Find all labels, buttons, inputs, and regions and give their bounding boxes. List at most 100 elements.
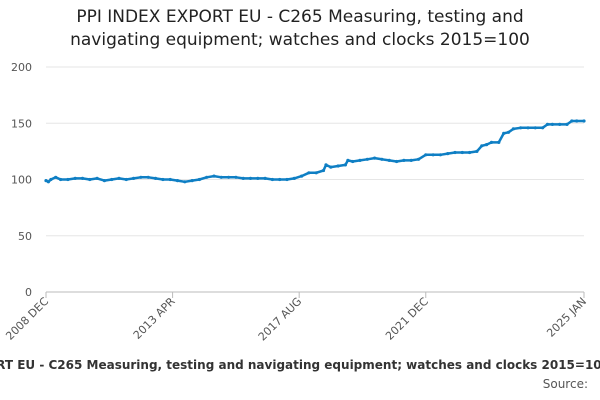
data-point <box>541 126 545 130</box>
data-point <box>565 122 569 126</box>
data-point <box>460 150 464 155</box>
data-point <box>153 176 158 180</box>
data-point <box>285 177 289 182</box>
y-tick-label: 0 <box>25 286 32 299</box>
data-point <box>197 177 201 182</box>
data-point <box>256 176 260 180</box>
data-point <box>117 176 121 180</box>
data-point <box>263 176 267 180</box>
data-point <box>424 153 428 157</box>
data-point <box>46 180 51 184</box>
data-point <box>402 158 406 162</box>
data-point <box>300 174 304 178</box>
data-point <box>502 131 506 135</box>
data-point <box>324 163 328 167</box>
data-point <box>329 165 333 169</box>
data-point <box>110 177 114 182</box>
data-point <box>212 174 216 178</box>
data-point <box>343 163 347 167</box>
legend-entry: PPI INDEX EXPORT EU - C265 Measuring, te… <box>0 358 600 372</box>
data-point <box>139 175 143 179</box>
series-line <box>44 119 586 184</box>
data-point <box>132 176 136 180</box>
data-point <box>292 176 296 180</box>
data-point <box>485 143 489 147</box>
data-point <box>475 149 479 153</box>
data-point <box>480 144 484 148</box>
data-point <box>387 158 391 162</box>
source-label: Source: <box>542 377 588 391</box>
data-point <box>278 177 282 182</box>
data-point <box>526 126 530 130</box>
data-point <box>183 180 187 184</box>
x-tick-label: 2008 DEC <box>3 295 51 343</box>
x-tick-label: 2017 AUG <box>256 295 305 344</box>
data-point <box>190 179 194 183</box>
data-point <box>446 152 450 156</box>
data-point <box>80 176 85 180</box>
y-tick-label: 100 <box>11 174 32 187</box>
data-point <box>270 177 274 182</box>
data-point <box>205 175 209 179</box>
data-point <box>95 176 99 180</box>
data-point <box>373 156 377 160</box>
data-point <box>161 177 165 182</box>
data-point <box>248 176 253 180</box>
x-tick-label: 2013 APR <box>131 295 178 342</box>
data-point <box>321 168 326 173</box>
data-point <box>489 140 494 144</box>
data-point <box>314 171 318 175</box>
chart-title-line-2: navigating equipment; watches and clocks… <box>70 30 530 50</box>
data-point <box>73 176 77 180</box>
data-point <box>175 179 180 183</box>
data-point <box>395 159 399 164</box>
data-point <box>168 177 172 182</box>
data-point <box>227 175 231 179</box>
data-point <box>468 150 472 155</box>
data-point <box>102 179 106 183</box>
data-point <box>54 175 58 179</box>
data-point <box>59 177 63 182</box>
data-point <box>380 157 384 161</box>
data-point <box>336 164 340 168</box>
data-point <box>358 158 362 162</box>
data-point <box>351 159 355 164</box>
data-point <box>570 119 574 123</box>
data-point <box>66 177 70 182</box>
data-point <box>497 140 501 144</box>
data-point <box>409 158 413 162</box>
data-point <box>506 130 511 134</box>
chart-title-line-1: PPI INDEX EXPORT EU - C265 Measuring, te… <box>76 7 524 27</box>
data-point <box>533 126 537 130</box>
data-point <box>582 119 586 123</box>
y-tick-label: 200 <box>11 61 32 74</box>
y-tick-label: 150 <box>11 117 32 130</box>
data-point <box>431 153 435 157</box>
data-point <box>438 153 442 157</box>
data-point <box>44 179 48 183</box>
data-point <box>550 122 555 126</box>
legend: PPI INDEX EXPORT EU - C265 Measuring, te… <box>0 358 600 376</box>
data-point <box>558 122 562 126</box>
x-tick-label: 2021 DEC <box>383 295 431 343</box>
data-point <box>346 158 350 162</box>
chart-title: PPI INDEX EXPORT EU - C265 Measuring, te… <box>0 6 600 52</box>
data-point <box>365 157 369 161</box>
data-point <box>511 127 515 131</box>
data-point <box>307 171 311 175</box>
data-point <box>241 176 245 180</box>
data-point <box>219 175 223 179</box>
data-point <box>49 177 53 182</box>
data-point <box>416 157 421 161</box>
y-tick-label: 50 <box>18 230 32 243</box>
data-point <box>234 175 238 179</box>
data-point <box>124 177 128 182</box>
data-point <box>146 175 150 179</box>
x-tick-label: 2025 JAN <box>544 295 589 340</box>
data-point <box>519 126 523 130</box>
data-point <box>88 177 92 182</box>
data-point <box>575 119 579 123</box>
data-point <box>545 122 550 126</box>
data-point <box>453 150 457 155</box>
